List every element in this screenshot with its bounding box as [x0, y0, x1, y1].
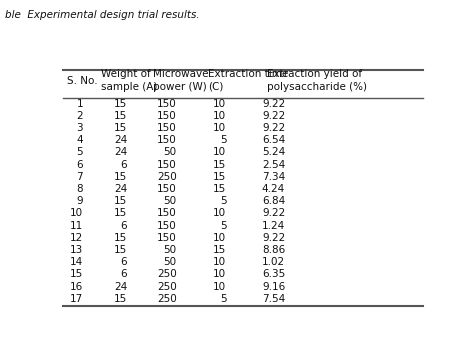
Text: 5: 5 [220, 294, 227, 304]
Text: 50: 50 [164, 257, 177, 267]
Text: 150: 150 [157, 111, 177, 121]
Text: 7: 7 [76, 172, 83, 182]
Text: 17: 17 [70, 294, 83, 304]
Text: 9.22: 9.22 [262, 123, 285, 133]
Text: 3: 3 [76, 123, 83, 133]
Text: 8: 8 [76, 184, 83, 194]
Text: 250: 250 [157, 282, 177, 292]
Text: 2: 2 [76, 111, 83, 121]
Text: 4: 4 [76, 135, 83, 145]
Text: 5: 5 [220, 196, 227, 206]
Text: 150: 150 [157, 135, 177, 145]
Text: 10: 10 [213, 99, 227, 109]
Text: 10: 10 [213, 233, 227, 243]
Text: 10: 10 [213, 208, 227, 218]
Text: 12: 12 [70, 233, 83, 243]
Text: 5: 5 [76, 147, 83, 157]
Text: 24: 24 [114, 282, 127, 292]
Text: 6: 6 [120, 160, 127, 170]
Text: 15: 15 [114, 233, 127, 243]
Text: 10: 10 [70, 208, 83, 218]
Text: 6: 6 [120, 257, 127, 267]
Text: 15: 15 [114, 111, 127, 121]
Text: Weight of
sample (A): Weight of sample (A) [101, 69, 158, 92]
Text: 250: 250 [157, 172, 177, 182]
Text: S. No.: S. No. [66, 76, 97, 86]
Text: 1: 1 [76, 99, 83, 109]
Text: 50: 50 [164, 147, 177, 157]
Text: 150: 150 [157, 184, 177, 194]
Text: 24: 24 [114, 147, 127, 157]
Text: 9.22: 9.22 [262, 208, 285, 218]
Text: 9.22: 9.22 [262, 111, 285, 121]
Text: 150: 150 [157, 160, 177, 170]
Text: Extraction time
(C): Extraction time (C) [208, 69, 288, 92]
Text: 150: 150 [157, 208, 177, 218]
Text: 13: 13 [70, 245, 83, 255]
Text: 15: 15 [114, 208, 127, 218]
Text: 9.16: 9.16 [262, 282, 285, 292]
Text: 150: 150 [157, 221, 177, 231]
Text: 9.22: 9.22 [262, 99, 285, 109]
Text: 10: 10 [213, 282, 227, 292]
Text: 6.54: 6.54 [262, 135, 285, 145]
Text: 250: 250 [157, 294, 177, 304]
Text: 7.54: 7.54 [262, 294, 285, 304]
Text: 24: 24 [114, 135, 127, 145]
Text: Microwave
power (W): Microwave power (W) [153, 69, 209, 92]
Text: 6: 6 [120, 269, 127, 279]
Text: ble  Experimental design trial results.: ble Experimental design trial results. [5, 10, 200, 20]
Text: 15: 15 [114, 245, 127, 255]
Text: 15: 15 [213, 245, 227, 255]
Text: 6: 6 [76, 160, 83, 170]
Text: 10: 10 [213, 257, 227, 267]
Text: 15: 15 [114, 123, 127, 133]
Text: 10: 10 [213, 269, 227, 279]
Text: 7.34: 7.34 [262, 172, 285, 182]
Text: 2.54: 2.54 [262, 160, 285, 170]
Text: 6.35: 6.35 [262, 269, 285, 279]
Text: 15: 15 [114, 196, 127, 206]
Text: 15: 15 [114, 294, 127, 304]
Text: 5.24: 5.24 [262, 147, 285, 157]
Text: 6.84: 6.84 [262, 196, 285, 206]
Text: 9: 9 [76, 196, 83, 206]
Text: 24: 24 [114, 184, 127, 194]
Text: 16: 16 [70, 282, 83, 292]
Text: 15: 15 [213, 172, 227, 182]
Text: 5: 5 [220, 221, 227, 231]
Text: 150: 150 [157, 233, 177, 243]
Text: 8.86: 8.86 [262, 245, 285, 255]
Text: 50: 50 [164, 196, 177, 206]
Text: 10: 10 [213, 147, 227, 157]
Text: 9.22: 9.22 [262, 233, 285, 243]
Text: 15: 15 [70, 269, 83, 279]
Text: 15: 15 [213, 184, 227, 194]
Text: 10: 10 [213, 111, 227, 121]
Text: 50: 50 [164, 245, 177, 255]
Text: 250: 250 [157, 269, 177, 279]
Text: 4.24: 4.24 [262, 184, 285, 194]
Text: 5: 5 [220, 135, 227, 145]
Text: 1.02: 1.02 [262, 257, 285, 267]
Text: 10: 10 [213, 123, 227, 133]
Text: 150: 150 [157, 123, 177, 133]
Text: 15: 15 [114, 99, 127, 109]
Text: 11: 11 [70, 221, 83, 231]
Text: Extraction yield of
polysaccharide (%): Extraction yield of polysaccharide (%) [267, 69, 367, 92]
Text: 6: 6 [120, 221, 127, 231]
Text: 150: 150 [157, 99, 177, 109]
Text: 15: 15 [114, 172, 127, 182]
Text: 1.24: 1.24 [262, 221, 285, 231]
Text: 15: 15 [213, 160, 227, 170]
Text: 14: 14 [70, 257, 83, 267]
